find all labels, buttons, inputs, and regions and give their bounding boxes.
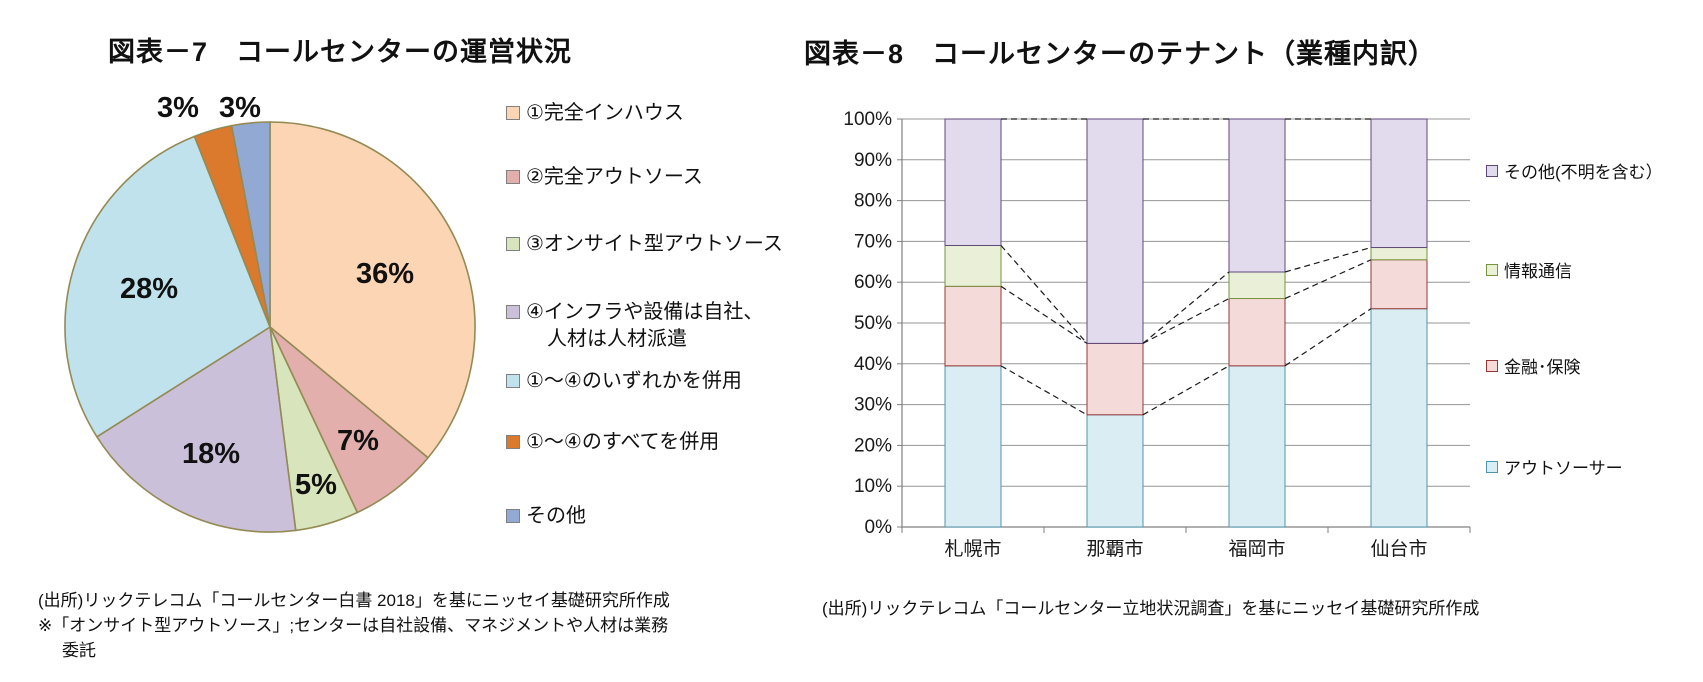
pie-slice [64,135,271,438]
series-connector-line [1000,365,1088,416]
bar-legend-item: 金融･保険 [1486,353,1581,378]
pie-legend-item: ①～④のすべてを併用 [506,429,719,456]
bar-segment [1228,271,1286,300]
pie-legend-item: その他 [506,503,586,530]
pie-legend-swatch [506,305,520,319]
bar-legend: その他(不明を含む） 情報通信金融･保険アウトソーサー [1486,0,1701,560]
source-line: ※「オンサイト型アウトソース」;センターは自社設備、マネジメントや人材は業務 [38,616,669,635]
y-axis-tick-label: 40% [854,354,892,375]
source-line: (出所)リックテレコム「コールセンター白書 2018」を基にニッセイ基礎研究所作… [38,591,670,610]
bar-legend-item: その他(不明を含む） [1486,158,1663,183]
bar-legend-label: アウトソーサー [1504,459,1623,478]
y-axis-tick-label: 20% [854,435,892,456]
bar-segment [1086,414,1144,528]
pie-legend-swatch [506,237,520,251]
bar-segment [944,365,1002,528]
bar-segment [1228,365,1286,528]
pie-data-label: 18% [182,438,240,470]
pie-legend-label: ④インフラや設備は自社、 人材は人材派遣 [526,301,764,350]
bar-legend-item: アウトソーサー [1486,454,1623,479]
pie-legend-item: ④インフラや設備は自社、 人材は人材派遣 [506,299,763,353]
pie-legend-swatch [506,170,520,184]
y-axis-tick-label: 50% [854,313,892,334]
pie-chart: 36% 7%5% 18% 28% 3% 3% [64,92,476,533]
pie-legend-item: ②完全アウトソース [506,164,703,191]
bar-legend-swatch [1486,359,1498,372]
x-axis-category-label: 札幌市 [944,538,1001,560]
pie-data-label: 3% [157,92,199,124]
bar-segment [944,285,1002,367]
y-axis-tick-label: 70% [854,231,892,252]
y-axis-tick-label: 0% [865,517,893,538]
bar-legend-swatch [1486,460,1498,473]
bar-legend-label: 金融･保険 [1504,358,1581,377]
x-axis-category-label: 福岡市 [1228,538,1285,560]
series-connector-line [1284,259,1372,300]
pie-legend-label: ②完全アウトソース [526,166,703,188]
pie-legend-label: ①～④のすべてを併用 [526,431,720,453]
source-line: 委託 [62,641,96,660]
bar-segment [1370,118,1428,249]
pie-legend-label: ①～④のいずれかを併用 [526,370,742,392]
stacked-bar-chart: 0% 10% 20% 30% 40% 50% 60% 70% 80% 90% 100% 札幌市 那覇市 福… [843,109,1471,560]
series-connector-line [1284,308,1372,367]
bar-legend-item: 情報通信 [1486,257,1572,282]
pie-data-label: 28% [120,273,178,305]
bar-segment [1228,298,1286,367]
pie-legend-swatch [506,509,520,523]
figure-8-source: (出所)リックテレコム「コールセンター立地状況調査」を基にニッセイ基礎研究所作成 [822,599,1480,618]
series-connector-line [1142,365,1230,416]
bar-segment [944,118,1002,246]
pie-slice [230,121,271,328]
figure-7-source: (出所)リックテレコム「コールセンター白書 2018」を基にニッセイ基礎研究所作… [38,588,758,663]
bar-legend-label: その他(不明を含む） [1504,163,1663,182]
pie-legend: ①完全インハウス ②完全アウトソース ③オンサイト型アウトソース ④インフラや設備は自… [506,0,796,560]
y-axis-tick-label: 60% [854,272,892,293]
bar-segment [1370,308,1428,528]
pie-slice [96,326,297,533]
pie-data-label: 3% [219,92,261,124]
pie-legend-label: その他 [526,505,586,527]
bar-segment [1086,118,1144,344]
y-axis-tick-label: 30% [854,395,892,416]
bar-legend-swatch [1486,164,1498,177]
pie-legend-item: ③オンサイト型アウトソース [506,231,783,258]
pie-data-label: 5% [295,469,337,501]
series-connector-line [1142,271,1230,344]
x-axis-category-label: 那覇市 [1086,538,1143,560]
y-axis-tick-label: 80% [854,191,892,212]
pie-legend-swatch [506,374,520,388]
series-connector-line [1142,297,1230,344]
pie-legend-swatch [506,435,520,449]
y-axis-tick-label: 10% [854,476,892,497]
bar-legend-label: 情報通信 [1504,262,1572,281]
pie-data-label: 7% [337,425,379,457]
x-axis-category-label: 仙台市 [1370,538,1427,560]
pie-legend-swatch [506,106,520,120]
series-connector-line [1284,246,1372,273]
series-connector-line [1000,285,1088,344]
bar-segment [944,244,1002,287]
pie-legend-label: ①完全インハウス [526,102,684,124]
pie-legend-item: ①～④のいずれかを併用 [506,368,742,395]
series-connector-line [1000,245,1088,344]
y-axis-tick-label: 90% [854,150,892,171]
pie-legend-label: ③オンサイト型アウトソース [526,233,783,255]
bar-segment [1086,342,1144,416]
bar-legend-swatch [1486,263,1498,276]
figure-8-title: 図表－8 コールセンターのテナント（業種内訳） [803,39,1436,69]
pie-slice [269,121,476,459]
y-axis-tick-label: 100% [843,109,892,130]
bar-segment [1228,118,1286,273]
pie-legend-item: ①完全インハウス [506,100,684,127]
pie-data-label: 36% [356,258,414,290]
figure-7-title: 図表－7 コールセンターの運営状況 [107,37,572,67]
bar-segment [1370,259,1428,310]
bar-segment [1370,247,1428,261]
